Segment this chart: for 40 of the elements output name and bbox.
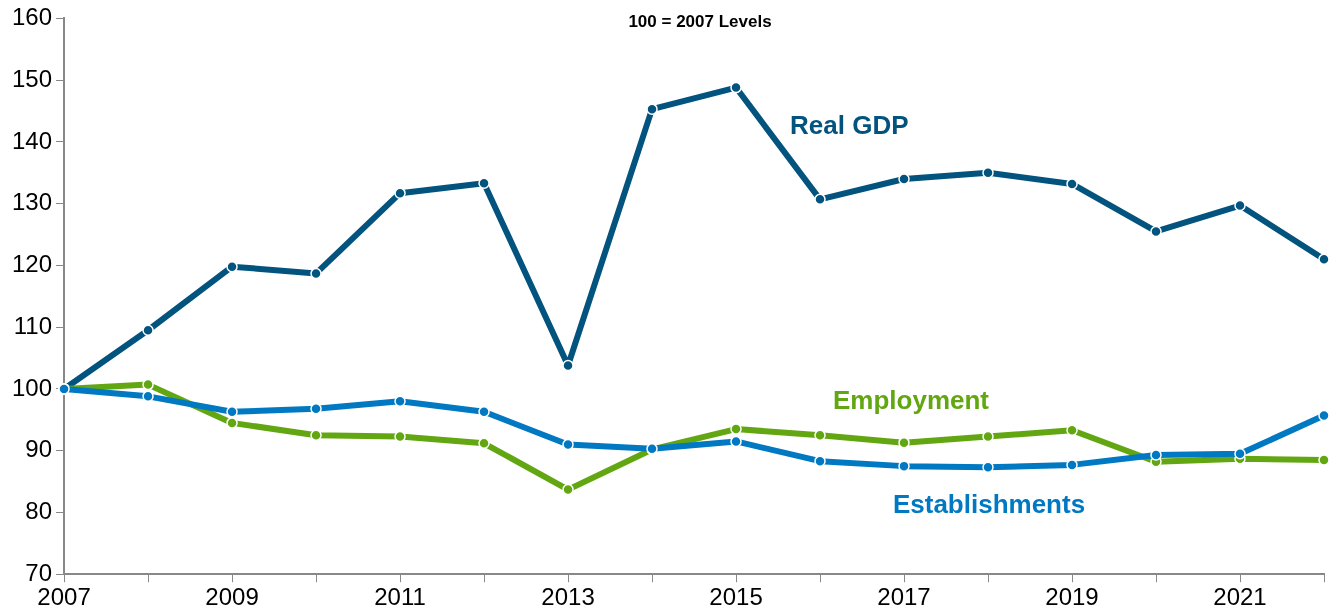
point [1318, 454, 1330, 466]
point [730, 81, 742, 94]
y-tick-label: 130 [12, 188, 53, 216]
x-tick-label: 2015 [709, 583, 763, 611]
y-tick-label: 150 [12, 64, 53, 92]
point [1234, 448, 1246, 460]
y-tick-label: 110 [13, 311, 53, 339]
x-tick-label: 2011 [374, 583, 426, 611]
x-tick-label: 2021 [1213, 583, 1267, 611]
series-label: Employment [833, 384, 990, 415]
y-tick-label: 90 [25, 435, 53, 463]
point [730, 423, 742, 435]
series-label: Establishments [892, 489, 1086, 520]
point [310, 429, 322, 441]
point [142, 378, 154, 391]
y-tick-label: 140 [12, 126, 53, 154]
point [898, 173, 910, 185]
y-tick-label: 70 [25, 558, 53, 586]
x-tick-label: 2013 [541, 583, 595, 611]
point [478, 177, 490, 190]
point [1066, 178, 1078, 190]
point [1234, 199, 1246, 212]
x-tick-label: 2009 [205, 583, 259, 611]
x-tick-label: 2019 [1045, 583, 1099, 611]
x-tick-label: 2017 [877, 583, 931, 611]
point [394, 187, 406, 199]
point [142, 324, 154, 337]
point [1318, 253, 1330, 265]
series-label: Real GDP [790, 109, 909, 140]
x-tick-label: 2007 [37, 583, 91, 611]
point [226, 417, 238, 429]
point [1066, 459, 1078, 471]
chart-subtitle: 100 = 2007 Levels [628, 11, 772, 31]
y-tick-label: 160 [12, 3, 53, 31]
point [1150, 449, 1162, 461]
y-tick-label: 100 [12, 373, 53, 401]
y-tick-label: 120 [12, 250, 53, 278]
point [478, 406, 490, 418]
y-tick-label: 80 [25, 497, 53, 525]
point [898, 460, 910, 472]
